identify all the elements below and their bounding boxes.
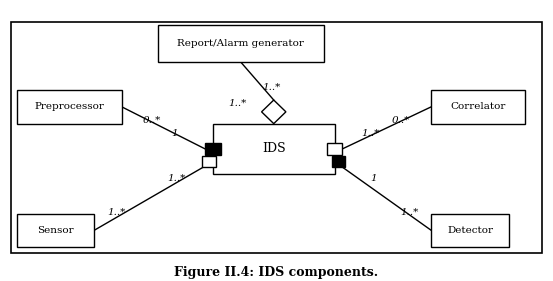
Bar [158, 25, 324, 62]
Bar [17, 90, 122, 124]
Text: Detector: Detector [447, 226, 493, 235]
Text: 1: 1 [370, 174, 377, 183]
Polygon shape [327, 143, 342, 155]
Bar [213, 124, 335, 174]
Text: Sensor: Sensor [37, 226, 74, 235]
Text: 1..*: 1..* [400, 208, 419, 217]
Text: 0..*: 0..* [143, 116, 161, 125]
Text: 1..*: 1..* [228, 99, 247, 108]
Polygon shape [202, 156, 216, 167]
Text: IDS: IDS [262, 142, 285, 155]
Text: 1: 1 [171, 129, 178, 138]
Text: 1..*: 1..* [262, 83, 280, 92]
Text: 1..*: 1..* [107, 208, 126, 217]
Text: 1..*: 1..* [361, 129, 380, 138]
Bar [11, 22, 542, 253]
Text: Report/Alarm generator: Report/Alarm generator [177, 39, 304, 48]
Bar [431, 90, 525, 124]
Text: 0..*: 0..* [392, 116, 410, 125]
Text: Preprocessor: Preprocessor [34, 102, 104, 111]
Polygon shape [332, 156, 345, 167]
Polygon shape [205, 143, 221, 155]
Bar [431, 214, 509, 247]
Text: Correlator: Correlator [451, 102, 506, 111]
Polygon shape [262, 100, 286, 124]
Bar [17, 214, 94, 247]
Text: 1..*: 1..* [168, 174, 186, 183]
Text: Figure II.4: IDS components.: Figure II.4: IDS components. [174, 266, 379, 279]
